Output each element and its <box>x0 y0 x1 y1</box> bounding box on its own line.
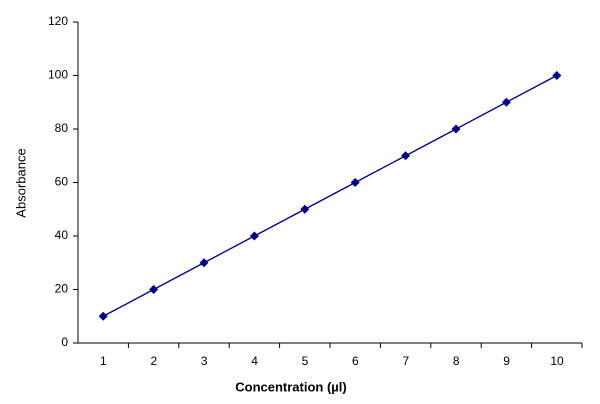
data-point <box>300 204 310 214</box>
x-tick-label: 9 <box>503 354 510 368</box>
data-point <box>249 231 259 241</box>
x-tick-label: 8 <box>453 354 460 368</box>
x-axis-title: Concentration (µl) <box>235 379 346 394</box>
y-tick-label: 120 <box>48 14 68 28</box>
y-tick-label: 40 <box>55 228 69 242</box>
data-point <box>149 285 159 294</box>
y-tick-label: 80 <box>55 121 69 135</box>
x-tick-label: 2 <box>150 354 157 368</box>
x-tick-label: 7 <box>402 354 409 368</box>
data-point <box>199 258 209 268</box>
data-line <box>102 74 558 317</box>
data-point <box>451 124 461 134</box>
y-tick-label: 0 <box>61 335 68 349</box>
data-point <box>552 71 562 80</box>
x-tick-label: 5 <box>302 354 309 368</box>
y-tick-label: 100 <box>48 68 68 82</box>
data-point <box>501 97 511 107</box>
y-axis-title: Absorbance <box>13 148 28 217</box>
data-point <box>401 151 411 161</box>
x-tick-label: 1 <box>100 354 107 368</box>
x-tick-label: 6 <box>352 354 359 368</box>
x-tick-label: 3 <box>201 354 208 368</box>
x-tick-label: 4 <box>251 354 258 368</box>
data-point <box>350 178 360 187</box>
y-tick-label: 60 <box>55 175 69 189</box>
x-tick-label: 10 <box>550 354 564 368</box>
data-point <box>98 311 108 321</box>
y-tick-label: 20 <box>55 282 69 296</box>
